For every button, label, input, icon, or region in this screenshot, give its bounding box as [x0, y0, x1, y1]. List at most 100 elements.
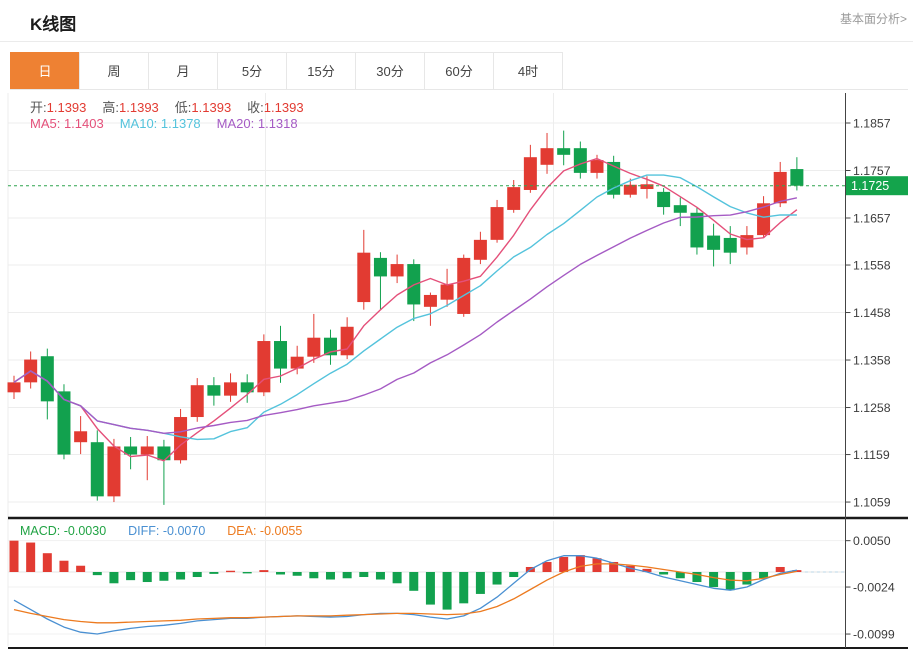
candle-body: [107, 446, 121, 497]
ma20-line: [13, 197, 798, 434]
candle-body: [657, 191, 671, 208]
candle-body: [507, 187, 521, 210]
tab-week[interactable]: 周: [79, 52, 149, 90]
candle-body: [773, 171, 787, 204]
candle-body: [740, 235, 754, 248]
main-y-axis-label: 1.1059: [853, 495, 891, 509]
main-y-axis-label: 1.1458: [853, 306, 891, 320]
main-y-axis-label: 1.1757: [853, 164, 891, 178]
candle-body: [140, 446, 154, 455]
candle-body: [90, 442, 104, 497]
legend-item: DEA: -0.0055: [227, 524, 303, 538]
macd-bar: [192, 572, 202, 578]
legend-item: MA20: 1.1318: [216, 116, 298, 131]
macd-bar: [459, 572, 469, 604]
ma10-line: [13, 174, 797, 441]
candle-body: [673, 205, 687, 213]
macd-bar: [392, 572, 402, 584]
macd-bar: [342, 572, 352, 579]
macd-bar: [226, 570, 236, 573]
macd-bar: [475, 572, 485, 594]
interval-tabs: 日周月 5分 15分 30分 60分 4时: [10, 52, 563, 90]
candle-body: [157, 446, 171, 461]
macd-bar: [209, 572, 219, 574]
kline-candlestick-chart[interactable]: 1.1857 1.1757 1.1657 1.1558 1.1458 1.1358 1.12…: [0, 91, 913, 654]
macd-bar: [159, 572, 169, 581]
macd-bar: [325, 572, 335, 580]
macd-y-axis-label: -0.0099: [853, 627, 895, 641]
candle-body: [590, 160, 604, 173]
tab-60min[interactable]: 60分: [424, 52, 494, 90]
tab-month[interactable]: 月: [148, 52, 218, 90]
current-price-badge: [846, 176, 908, 196]
legend-item: 低:1.1393: [174, 100, 232, 115]
tab-day[interactable]: 日: [10, 52, 80, 90]
candle-body: [373, 257, 387, 277]
tab-30min[interactable]: 30分: [355, 52, 425, 90]
macd-bar: [59, 560, 69, 572]
ohlc-legend: 开:1.1393 高:1.1393 低:1.1393 收:1.1393: [30, 97, 320, 116]
macd-bar: [692, 572, 702, 583]
tab-5min[interactable]: 5分: [217, 52, 287, 90]
macd-bar: [575, 555, 585, 572]
fundamental-analysis-link[interactable]: 基本面分析>: [839, 12, 907, 26]
macd-bar: [276, 572, 286, 575]
macd-bar: [775, 566, 785, 572]
candle-body: [757, 203, 771, 236]
macd-bar: [725, 572, 735, 591]
macd-bar: [409, 572, 419, 591]
macd-bar: [359, 572, 369, 578]
macd-bar: [309, 572, 319, 579]
macd-bar: [92, 572, 102, 576]
candle-body: [190, 385, 204, 418]
macd-bar: [559, 556, 569, 572]
macd-bar: [592, 558, 602, 572]
candle-body: [7, 382, 21, 393]
main-y-axis-label: 1.1857: [853, 116, 891, 130]
candle-body: [57, 391, 71, 455]
candle-body: [357, 252, 371, 303]
candle-body: [707, 235, 721, 250]
macd-bar: [759, 572, 769, 579]
candle-body: [523, 157, 537, 190]
legend-item: MA10: 1.1378: [119, 116, 201, 131]
current-price-badge-label: 1.1725: [851, 179, 889, 193]
legend-item: MA5: 1.1403: [30, 116, 104, 131]
tab-15min[interactable]: 15分: [286, 52, 356, 90]
macd-y-axis-label: 0.0050: [853, 534, 891, 548]
macd-y-axis-label: -0.0024: [853, 580, 895, 594]
candle-body: [74, 431, 88, 443]
main-y-axis-label: 1.1258: [853, 401, 891, 415]
macd-bar: [792, 570, 802, 572]
macd-bar: [709, 572, 719, 588]
candle-body: [723, 237, 737, 253]
candle-body: [390, 264, 404, 277]
candle-body: [257, 341, 271, 393]
tab-4hour[interactable]: 4时: [493, 52, 563, 90]
candle-body: [473, 239, 487, 260]
legend-item: MACD: -0.0030: [20, 524, 107, 538]
tabs-baseline: [10, 89, 908, 90]
macd-bar: [542, 561, 552, 572]
ma5-line: [13, 157, 798, 462]
macd-bar: [9, 540, 19, 572]
candle-body: [207, 385, 221, 396]
legend-item: 开:1.1393: [30, 100, 87, 115]
candle-body: [307, 337, 321, 357]
macd-bar: [292, 572, 302, 576]
macd-bar: [142, 572, 152, 583]
candle-body: [224, 382, 238, 396]
candle-body: [640, 184, 654, 190]
candle-body: [124, 446, 138, 455]
macd-bar: [259, 570, 269, 572]
macd-legend: MACD: -0.0030 DIFF: -0.0070 DEA: -0.0055: [20, 524, 324, 538]
header-divider: [0, 41, 913, 42]
candle-body: [690, 212, 704, 248]
macd-bar: [42, 553, 52, 572]
macd-bar: [675, 572, 685, 579]
page-title: K线图: [30, 15, 77, 34]
ma-legend: MA5: 1.1403 MA10: 1.1378 MA20: 1.1318: [30, 116, 314, 131]
macd-bar: [659, 572, 669, 575]
macd-bar: [609, 561, 619, 572]
